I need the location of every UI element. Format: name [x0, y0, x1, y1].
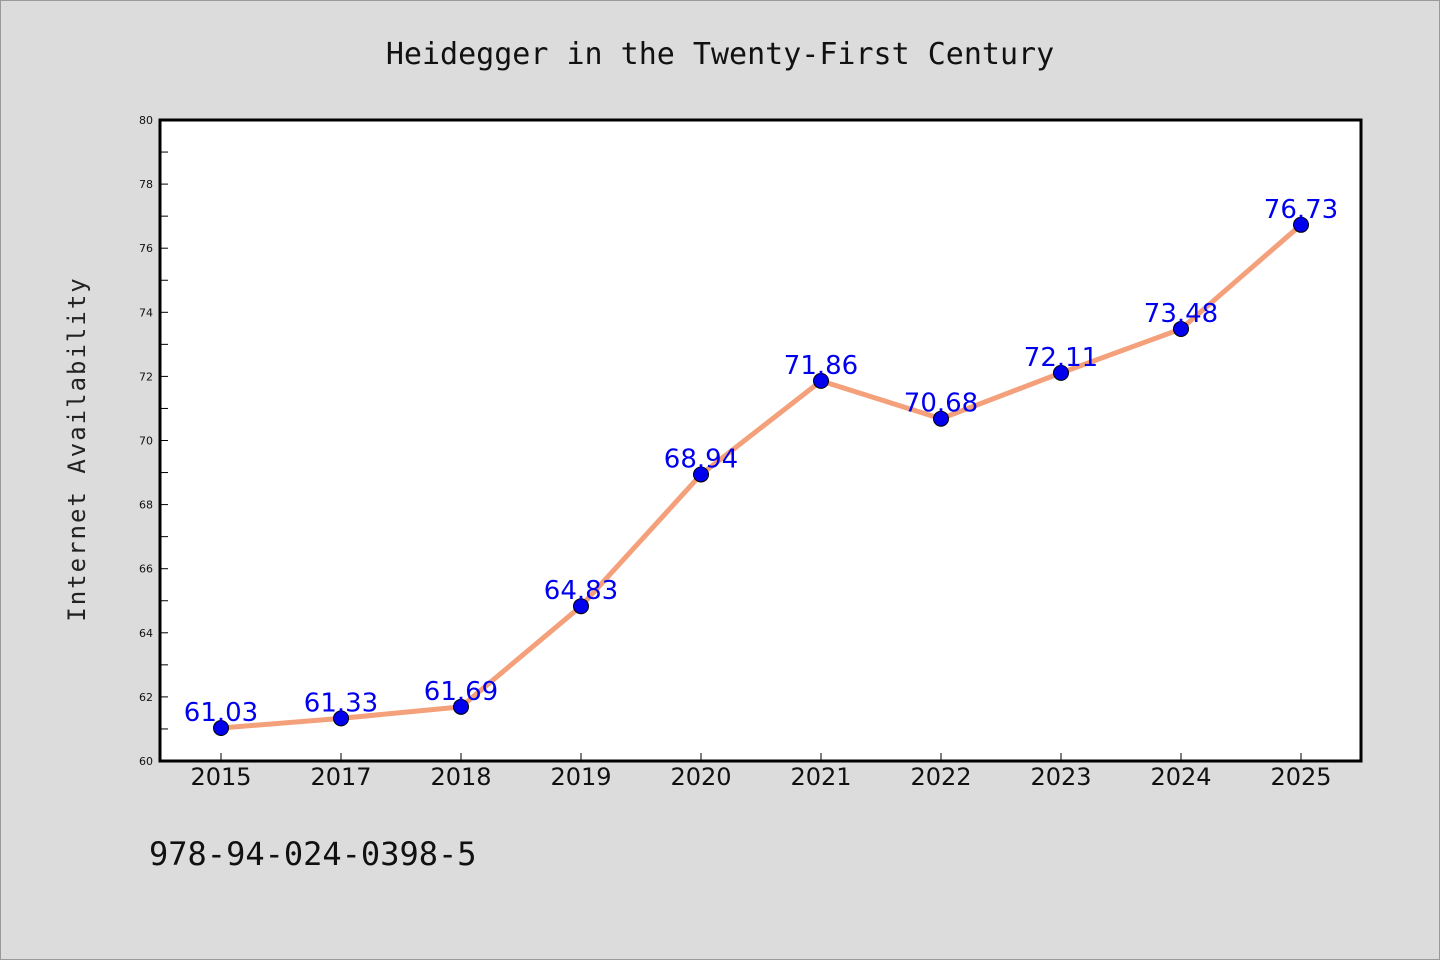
y-axis: 60 62 64 66 68 70 72 74 76 78 80: [139, 114, 168, 768]
series-line: [218, 222, 1304, 731]
data-point: [813, 372, 829, 389]
data-point: [1293, 216, 1309, 233]
y-tick-label: 66: [139, 563, 153, 576]
x-tick-label: 2024: [1150, 763, 1211, 791]
data-label: 73.48: [1144, 299, 1218, 329]
data-point: [213, 719, 229, 736]
data-point: [333, 710, 349, 727]
y-tick-label: 60: [139, 755, 153, 768]
chart-title: Heidegger in the Twenty-First Century: [386, 37, 1054, 72]
y-tick-label: 76: [139, 242, 153, 255]
y-tick-label: 68: [139, 499, 153, 512]
plot-area: [158, 118, 1363, 763]
y-tick-label: 70: [139, 435, 153, 448]
isbn-text: 978-94-024-0398-5: [149, 835, 477, 873]
y-tick-label: 64: [139, 627, 153, 640]
y-tick-label: 80: [139, 114, 153, 127]
data-point: [453, 698, 469, 715]
y-tick-label: 78: [139, 178, 153, 191]
x-tick-label: 2017: [310, 763, 371, 791]
y-tick-label: 74: [139, 306, 153, 319]
x-tick-label: 2023: [1030, 763, 1091, 791]
data-label: 72.11: [1024, 343, 1098, 373]
data-label: 61.33: [304, 688, 378, 718]
x-tick-label: 2025: [1270, 763, 1331, 791]
data-labels: 61.03 61.33 61.69 64.83 68.94 71.86 70.68 72.11…: [184, 195, 1338, 728]
data-label: 61.03: [184, 698, 258, 728]
data-label: 64.83: [544, 576, 618, 606]
data-label: 61.69: [424, 677, 498, 707]
data-point: [933, 410, 949, 427]
x-tick-label: 2020: [670, 763, 731, 791]
y-axis-label: Internet Availability: [63, 276, 91, 621]
y-tick-label: 72: [139, 370, 153, 383]
data-point: [1173, 320, 1189, 337]
series-line-group: [218, 222, 1304, 731]
data-label: 68.94: [664, 444, 738, 474]
data-label: 71.86: [784, 351, 858, 381]
x-axis: 2015 2017 2018 2019 2020 2021 2022 2023 2024 2025: [190, 753, 1332, 791]
data-point: [573, 598, 589, 615]
data-point: [1053, 364, 1069, 381]
y-tick-label: 62: [139, 691, 153, 704]
data-markers: [213, 216, 1309, 736]
x-tick-label: 2015: [190, 763, 251, 791]
x-tick-label: 2022: [910, 763, 971, 791]
x-tick-label: 2018: [430, 763, 491, 791]
data-point: [693, 466, 709, 483]
data-label: 76.73: [1264, 195, 1338, 225]
x-tick-label: 2019: [550, 763, 611, 791]
data-label: 70.68: [904, 389, 978, 419]
x-tick-label: 2021: [790, 763, 851, 791]
